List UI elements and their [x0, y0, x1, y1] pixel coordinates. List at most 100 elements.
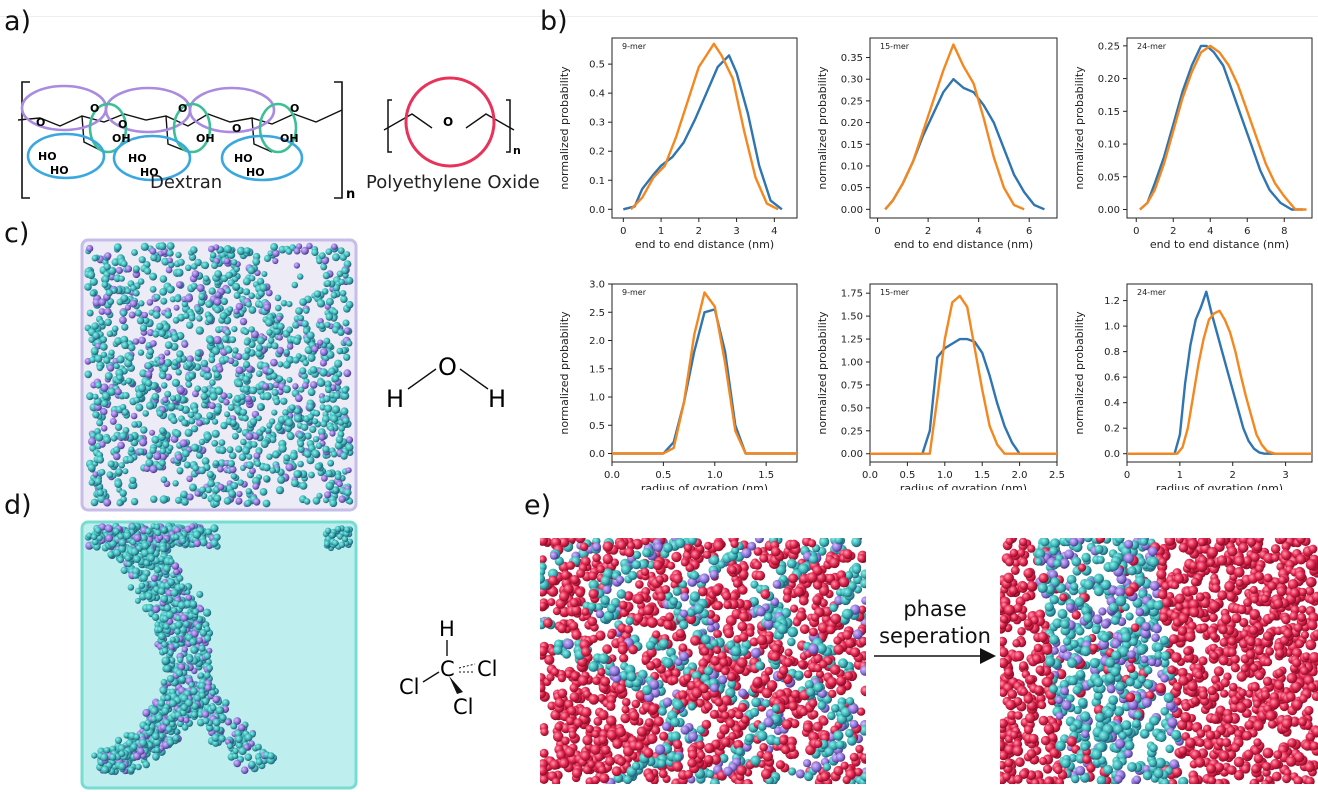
- particle: [787, 637, 796, 647]
- particle: [224, 329, 231, 336]
- particle: [104, 307, 112, 316]
- particle: [331, 326, 340, 334]
- y-tick-label: 0.05: [1098, 172, 1120, 183]
- particle: [340, 452, 348, 460]
- particle: [838, 658, 848, 669]
- particle: [183, 620, 190, 628]
- particle: [204, 528, 212, 536]
- particle: [192, 464, 199, 472]
- particle: [340, 290, 347, 297]
- particle: [144, 267, 152, 275]
- x-tick-label: 4: [771, 226, 777, 237]
- particle: [662, 657, 674, 669]
- dextran-ellipse-green-3: [258, 102, 298, 154]
- particle: [756, 606, 766, 617]
- particle: [827, 677, 838, 688]
- particle: [213, 298, 222, 306]
- particle: [648, 704, 659, 714]
- particle: [549, 759, 560, 770]
- particle: [334, 525, 342, 533]
- particle: [736, 657, 748, 668]
- particle: [540, 748, 549, 758]
- particle: [90, 347, 99, 356]
- particle: [138, 384, 147, 393]
- particle: [129, 299, 138, 308]
- particle: [92, 411, 100, 419]
- particle: [203, 672, 211, 679]
- particle: [1068, 753, 1078, 763]
- particle: [142, 760, 150, 769]
- particle: [141, 541, 150, 550]
- particle: [152, 311, 161, 319]
- particle: [92, 393, 99, 400]
- particle: [540, 601, 547, 610]
- particle: [719, 724, 730, 735]
- particle: [195, 326, 204, 335]
- dextran-ellipse-purple-3: [188, 86, 276, 134]
- particle: [89, 356, 96, 363]
- particle: [231, 259, 238, 266]
- particle: [641, 655, 651, 665]
- particle: [609, 665, 620, 677]
- particle: [859, 665, 866, 676]
- particle: [761, 768, 772, 780]
- particle: [232, 753, 239, 760]
- series-blue-line: [623, 54, 783, 211]
- particle: [230, 419, 237, 426]
- particle: [96, 456, 105, 464]
- particle: [324, 491, 332, 499]
- particle: [99, 343, 108, 351]
- particle: [135, 403, 144, 412]
- particle: [244, 395, 252, 403]
- particle: [855, 744, 864, 754]
- water-atom-h-left: H: [386, 385, 404, 413]
- particle: [836, 676, 846, 686]
- dextran-atom-o-5: O: [232, 122, 241, 135]
- particle: [164, 310, 173, 319]
- y-tick-label: 0.00: [841, 205, 863, 216]
- particle: [625, 616, 634, 626]
- particle: [148, 554, 155, 562]
- particle: [721, 695, 732, 706]
- particle: [787, 626, 799, 638]
- particle: [120, 335, 129, 344]
- dextran-atom-o-3: O: [118, 118, 127, 131]
- particle: [96, 489, 104, 497]
- particle: [196, 315, 203, 322]
- particle: [628, 644, 638, 655]
- particle: [238, 453, 247, 461]
- particle: [795, 769, 805, 779]
- particle: [643, 747, 654, 758]
- particle: [750, 755, 761, 766]
- particle: [222, 699, 230, 707]
- x-tick-label: 0.0: [604, 470, 620, 481]
- particle: [540, 727, 549, 737]
- particle: [558, 538, 570, 548]
- particle: [654, 744, 666, 755]
- particle: [830, 704, 840, 713]
- particle: [852, 629, 863, 640]
- particle: [602, 644, 612, 655]
- particle: [152, 732, 160, 741]
- particle: [164, 341, 173, 349]
- particle: [734, 710, 744, 720]
- particle: [209, 689, 216, 696]
- particle: [129, 476, 137, 484]
- particle: [658, 769, 668, 779]
- particle: [624, 625, 633, 634]
- y-tick-label: 0.2: [1104, 424, 1120, 435]
- particle: [172, 568, 180, 576]
- particle: [244, 753, 253, 761]
- particle: [670, 731, 681, 742]
- x-tick-label: 2: [1230, 470, 1236, 481]
- particle: [117, 533, 124, 540]
- particle: [791, 689, 800, 699]
- particle: [540, 538, 549, 546]
- particle: [783, 587, 792, 597]
- peo-subscript-n: n: [513, 144, 521, 157]
- chart-annotation: 24-mer: [1137, 42, 1167, 51]
- particle: [311, 449, 320, 458]
- particle: [324, 404, 333, 413]
- particle: [709, 555, 720, 566]
- x-axis-label: end to end distance (nm): [1150, 238, 1289, 251]
